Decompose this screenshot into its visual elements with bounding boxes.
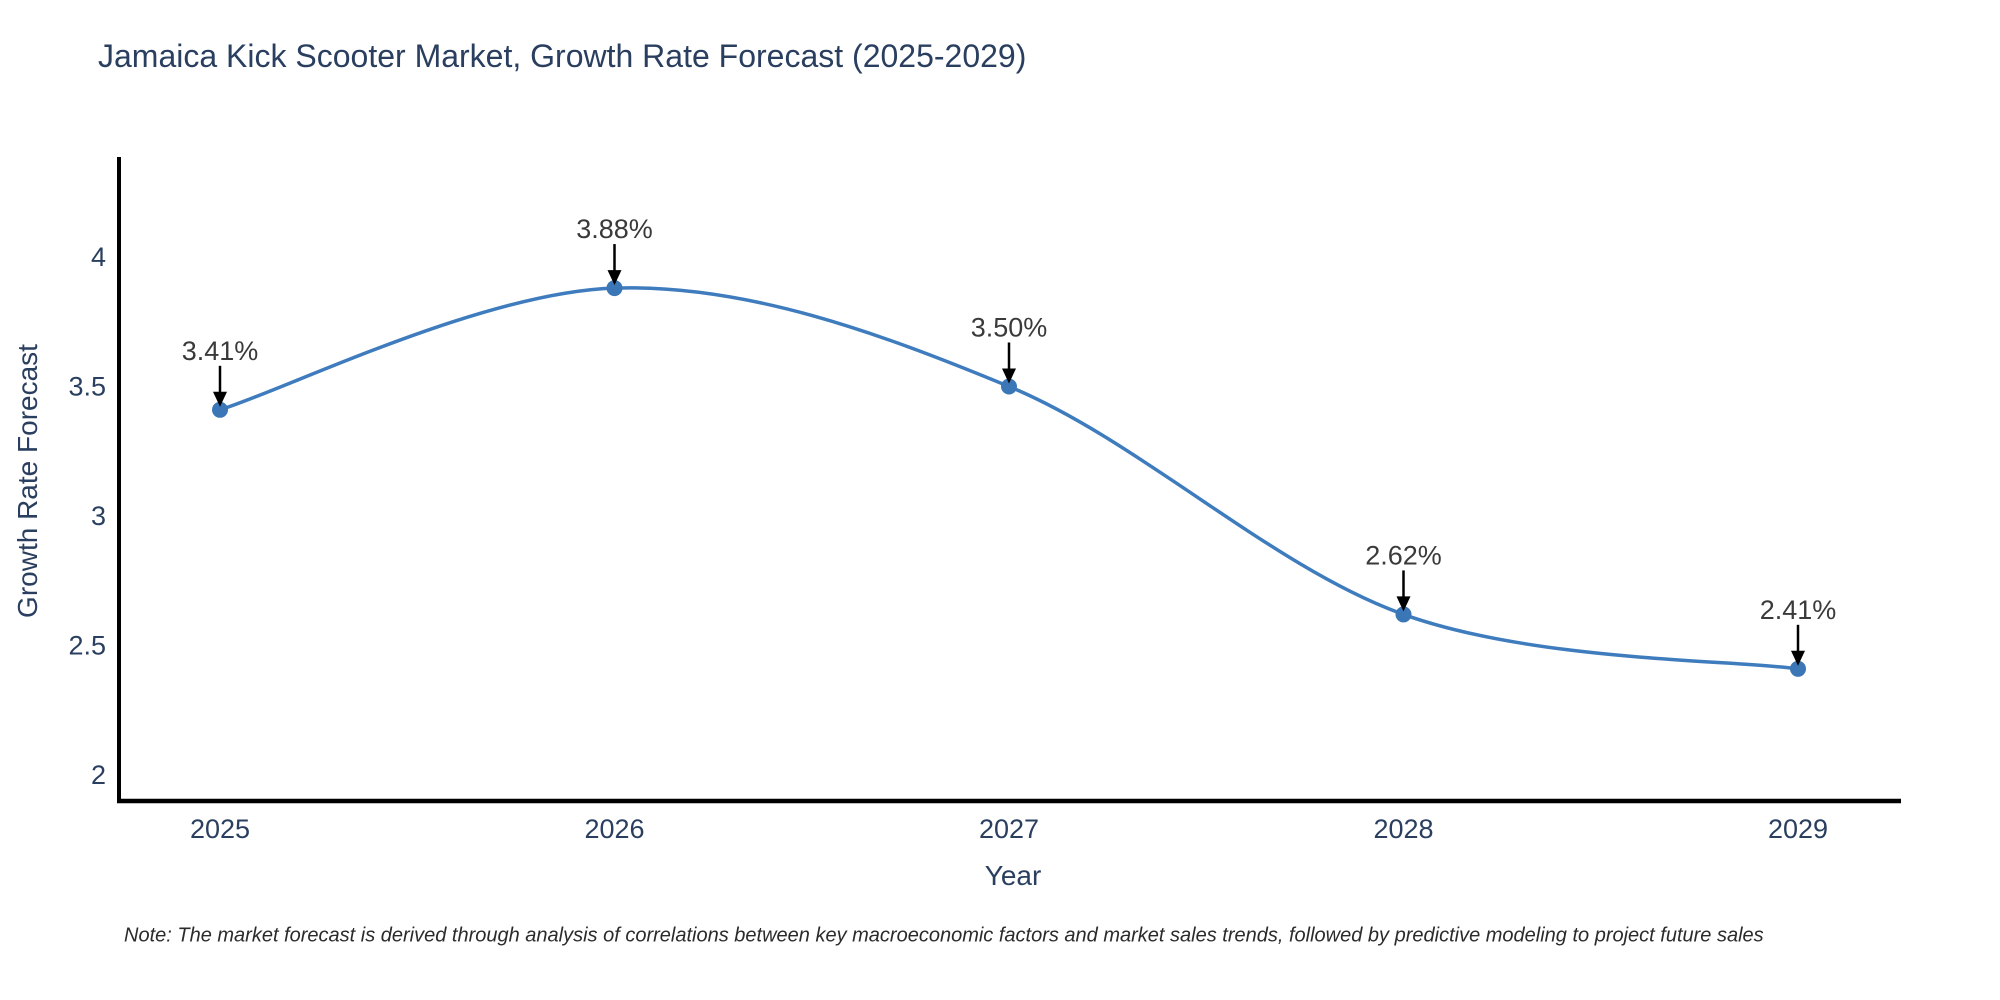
y-tick-label: 3.5 <box>68 372 106 402</box>
annotation-arrowhead-icon <box>607 270 622 286</box>
x-axis-title: Year <box>984 860 1042 891</box>
footnote-text: Note: The market forecast is derived thr… <box>124 924 1764 947</box>
data-point-label: 3.50% <box>971 313 1048 343</box>
data-point-marker[interactable] <box>1790 660 1806 677</box>
data-point-marker[interactable] <box>606 280 623 297</box>
annotation-arrowhead-icon <box>1002 368 1016 384</box>
x-tick-label: 2029 <box>1768 814 1828 844</box>
chart-title: Jamaica Kick Scooter Market, Growth Rate… <box>98 38 1027 74</box>
y-axis-title: Growth Rate Forecast <box>12 344 43 618</box>
annotation-arrowhead-icon <box>1791 650 1805 666</box>
data-point-label: 2.62% <box>1365 540 1442 570</box>
x-tick-label: 2025 <box>190 814 250 844</box>
data-point-marker[interactable] <box>1001 378 1017 395</box>
y-tick-label: 2.5 <box>68 631 106 661</box>
annotation-arrowhead-icon <box>213 391 227 407</box>
annotation-arrowhead-icon <box>1396 596 1411 612</box>
data-point-label: 3.88% <box>576 214 653 244</box>
y-tick-label: 4 <box>91 242 106 272</box>
data-point-marker[interactable] <box>1395 606 1412 623</box>
y-tick-label: 3 <box>91 501 106 531</box>
x-tick-label: 2027 <box>979 814 1039 844</box>
data-point-label: 3.41% <box>182 336 259 366</box>
data-point-marker[interactable] <box>212 401 228 418</box>
y-tick-label: 2 <box>91 760 106 790</box>
x-tick-label: 2028 <box>1373 814 1433 844</box>
x-tick-label: 2026 <box>584 814 644 844</box>
data-point-label: 2.41% <box>1760 595 1837 625</box>
